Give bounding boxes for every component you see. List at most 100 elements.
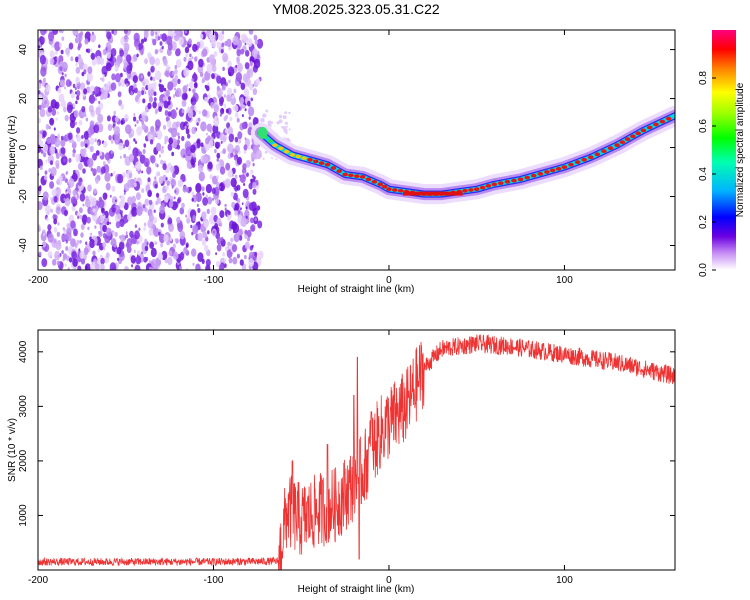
ridge-bead	[336, 169, 343, 174]
noise-speckle	[39, 165, 43, 171]
noise-speckle	[234, 202, 240, 211]
noise-speckle	[65, 47, 70, 55]
noise-speckle	[42, 130, 47, 138]
noise-speckle	[155, 142, 162, 152]
noise-speckle	[55, 206, 61, 215]
noise-speckle	[223, 56, 227, 62]
ridge-bead	[289, 153, 296, 157]
noise-speckle	[83, 148, 87, 154]
x-tick-label: -200	[28, 575, 48, 586]
noise-speckle	[72, 148, 76, 154]
noise-speckle	[74, 86, 77, 91]
noise-speckle	[206, 208, 210, 214]
noise-speckle	[124, 34, 128, 40]
noise-speckle	[84, 113, 87, 118]
colorbar-gradient	[712, 30, 736, 270]
noise-speckle	[161, 202, 165, 209]
noise-speckle	[62, 257, 65, 262]
noise-speckle	[94, 241, 97, 246]
noise-speckle	[202, 231, 206, 236]
noise-speckle	[246, 38, 253, 48]
noise-speckle	[61, 234, 67, 242]
noise-speckle	[214, 115, 218, 121]
noise-speckle	[216, 85, 220, 91]
noise-speckle	[252, 174, 254, 178]
ridge-bead	[330, 166, 337, 170]
noise-speckle	[134, 87, 138, 94]
noise-speckle	[148, 266, 153, 270]
noise-speckle	[235, 72, 243, 82]
noise-speckle	[240, 217, 247, 228]
ridge-bead	[504, 179, 511, 184]
noise-speckle	[40, 149, 44, 154]
noise-speckle	[248, 251, 254, 260]
noise-speckle	[117, 173, 124, 184]
noise-speckle	[154, 49, 159, 55]
noise-speckle	[156, 130, 163, 140]
noise-speckle	[185, 214, 188, 218]
noise-speckle	[49, 117, 55, 126]
noise-speckle	[64, 263, 67, 267]
noise-speckle	[284, 121, 288, 125]
noise-speckle	[168, 66, 171, 70]
noise-speckle	[142, 81, 146, 87]
noise-speckle	[150, 76, 153, 81]
noise-speckle	[228, 47, 231, 51]
noise-speckle	[223, 94, 227, 98]
noise-speckle	[179, 265, 183, 270]
noise-speckle	[106, 221, 110, 226]
noise-speckle	[65, 79, 71, 88]
noise-speckle	[196, 122, 199, 126]
noise-speckle	[219, 210, 225, 219]
y-tick-label: -40	[18, 238, 29, 253]
noise-speckle	[127, 145, 131, 151]
noise-speckle	[62, 227, 65, 231]
y-tick-label: 4000	[18, 340, 29, 363]
noise-speckle	[51, 108, 57, 116]
noise-speckle	[216, 75, 222, 84]
noise-speckle	[112, 207, 116, 212]
noise-speckle	[244, 234, 248, 240]
noise-speckle	[198, 110, 201, 115]
ridge-bead	[614, 143, 620, 148]
noise-speckle	[57, 133, 60, 137]
noise-speckle	[136, 53, 139, 58]
y-tick-label: 40	[18, 44, 29, 56]
noise-speckle	[56, 260, 61, 266]
noise-speckle	[207, 230, 210, 235]
noise-speckle	[97, 113, 104, 124]
noise-speckle	[186, 123, 189, 126]
noise-speckle	[123, 183, 130, 192]
noise-speckle	[102, 161, 106, 166]
noise-speckle	[92, 91, 95, 95]
noise-speckle	[105, 182, 111, 191]
noise-speckle	[251, 226, 255, 232]
ridge-bead	[479, 185, 486, 190]
noise-speckle	[95, 263, 100, 270]
noise-speckle	[205, 85, 210, 91]
noise-speckle	[148, 259, 152, 264]
noise-speckle	[267, 123, 271, 127]
noise-speckle	[55, 163, 60, 170]
noise-speckle	[111, 73, 116, 81]
noise-speckle	[117, 81, 122, 87]
noise-speckle	[194, 56, 198, 62]
noise-speckle	[76, 239, 80, 245]
noise-speckle	[134, 264, 141, 270]
spectrogram-x-label: Height of straight line (km)	[298, 284, 415, 295]
noise-speckle	[201, 211, 207, 220]
ridge-bead	[468, 188, 474, 192]
noise-speckle	[152, 76, 156, 82]
noise-speckle	[100, 166, 106, 174]
noise-speckle	[230, 237, 234, 243]
noise-speckle	[164, 140, 167, 145]
noise-speckle	[106, 31, 112, 40]
ridge-bead	[307, 157, 313, 162]
noise-speckle	[48, 31, 55, 42]
noise-speckle	[55, 255, 58, 259]
noise-speckle	[143, 222, 147, 227]
ridge-bead	[640, 128, 647, 133]
noise-speckle	[47, 233, 54, 243]
noise-speckle	[222, 252, 225, 257]
